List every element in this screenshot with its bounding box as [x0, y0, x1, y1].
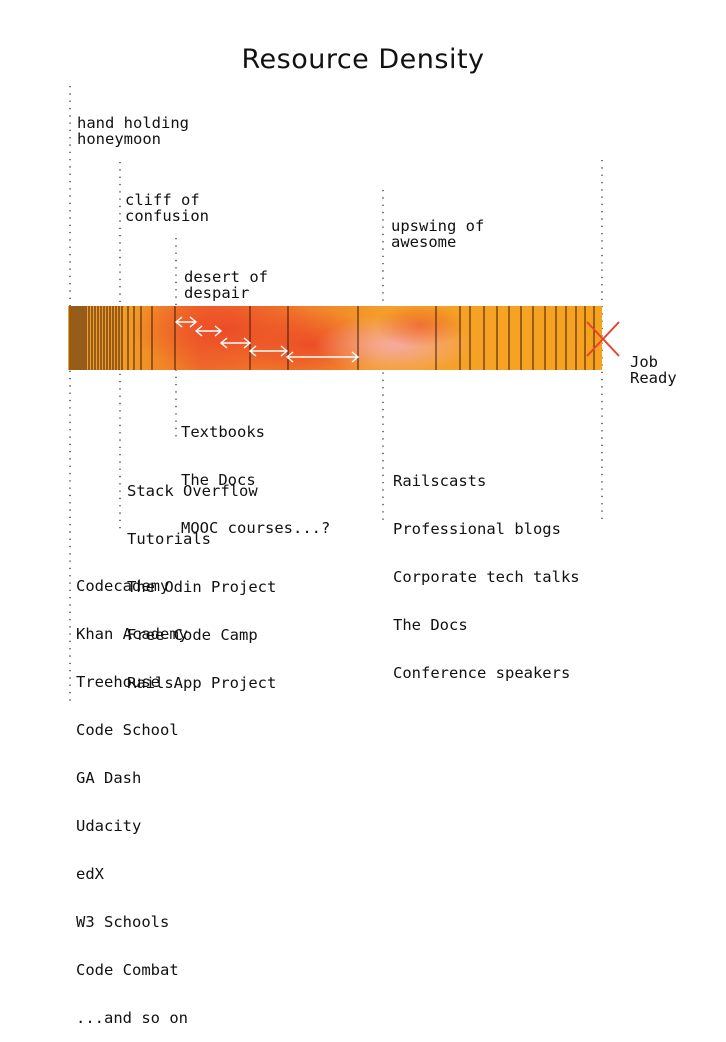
phase-label-honeymoon: hand holding honeymoon: [77, 114, 189, 148]
double-arrow-icon: [174, 316, 198, 328]
list-item: Udacity: [76, 817, 142, 835]
list-item: Railscasts: [393, 472, 487, 490]
phase-label-desert: desert of despair: [184, 268, 268, 302]
list-item: The Docs: [393, 616, 468, 634]
phase-label-upswing: upswing of awesome: [391, 217, 485, 251]
double-arrow-icon: [194, 325, 223, 337]
list-item: edX: [76, 865, 104, 883]
list-item: Code School: [76, 721, 179, 739]
list-item: W3 Schools: [76, 913, 170, 931]
list-item: Free Code Camp: [127, 626, 258, 644]
list-item: GA Dash: [76, 769, 142, 787]
list-item: Khan Academy: [76, 625, 188, 643]
list-item: Stack Overflow: [127, 482, 258, 500]
double-arrow-icon: [248, 345, 289, 357]
list-item: Conference speakers: [393, 664, 571, 682]
double-arrow-icon: [219, 337, 252, 349]
resource-list-desert: Textbooks The Docs MOOC courses...?: [181, 392, 330, 552]
list-item: Code Combat: [76, 961, 179, 979]
resource-list-upswing: Railscasts Professional blogs Corporate …: [393, 441, 580, 697]
list-item: The Odin Project: [127, 578, 277, 596]
list-item: MOOC courses...?: [181, 519, 331, 537]
double-arrow-icon: [285, 351, 360, 363]
density-band: [68, 306, 602, 370]
end-label-job-ready: Job Ready: [630, 353, 677, 387]
job-ready-x-icon: [586, 321, 620, 357]
list-item: Professional blogs: [393, 520, 561, 538]
phase-label-cliff: cliff of confusion: [125, 191, 209, 225]
list-item: Tutorials: [127, 530, 211, 548]
list-item: RailsApp Project: [127, 674, 277, 692]
resource-list-cliff: Stack Overflow Tutorials The Odin Projec…: [127, 451, 276, 707]
list-item: Textbooks: [181, 423, 265, 441]
list-item: The Docs: [181, 471, 256, 489]
list-item: ...and so on: [76, 1009, 188, 1027]
resource-density-ticks: [69, 306, 595, 370]
desert-arrows: [174, 316, 360, 363]
list-item: Corporate tech talks: [393, 568, 580, 586]
list-item: Codecademy: [76, 577, 170, 595]
diagram-title: Resource Density: [241, 44, 485, 75]
list-item: Treehouse: [76, 673, 160, 691]
density-diagram: [68, 86, 620, 706]
resource-list-honeymoon: Codecademy Khan Academy Treehouse Code S…: [76, 546, 188, 1042]
